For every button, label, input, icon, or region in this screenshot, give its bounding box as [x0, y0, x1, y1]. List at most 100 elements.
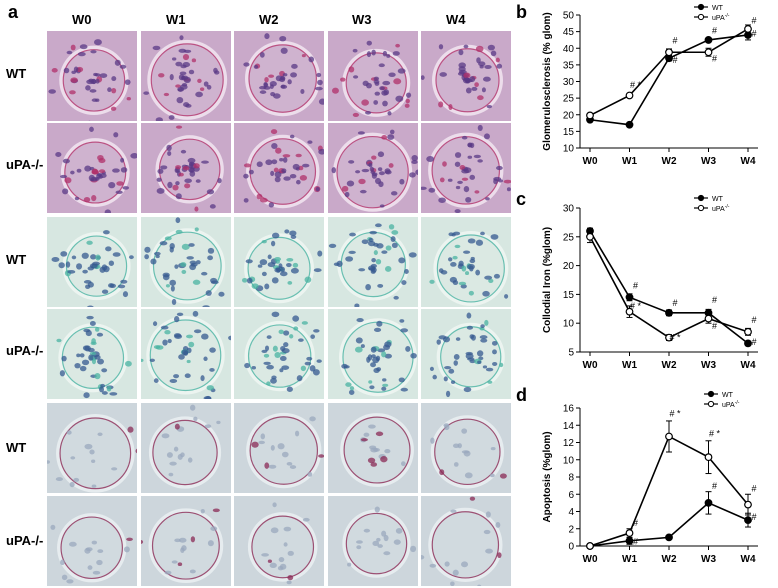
tissue-image [47, 309, 137, 399]
series-line-wt [589, 230, 749, 344]
data-point-wt [744, 516, 752, 525]
micrograph-tile-pas-wt-w0 [46, 30, 138, 122]
tissue-image [141, 309, 231, 399]
x-tick-label: W0 [583, 360, 598, 371]
micrograph-tile-pas-wt-w4 [420, 30, 512, 122]
significance-marker: # [672, 35, 677, 45]
micrograph-tile-pas-upa-w4 [420, 122, 512, 214]
row-label-wt-iron: WT [6, 252, 27, 267]
legend-marker [707, 400, 715, 408]
y-tick-label: 35 [563, 60, 575, 71]
row-label-upa-pas: uPA-/- [6, 157, 44, 172]
micrograph-tile-apop-wt-w4 [420, 402, 512, 494]
significance-marker: # [712, 295, 717, 305]
x-tick-label: W3 [701, 554, 716, 565]
micrograph-tile-pas-upa-w0 [46, 122, 138, 214]
y-axis-label: Glomerulosclerosis (% glom) [542, 12, 553, 150]
significance-marker: # [672, 298, 677, 308]
y-axis-label: Apoptosis (%glom) [542, 431, 553, 522]
data-point-upa [744, 500, 752, 509]
y-tick-label: 25 [563, 232, 575, 243]
tissue-image [421, 496, 511, 586]
x-tick-label: W4 [741, 156, 756, 167]
significance-marker: # [712, 321, 717, 331]
legend-label: uPA-/- [722, 400, 740, 409]
panel-d-letter: d [516, 385, 527, 405]
legend-label: uPA-/- [712, 204, 730, 213]
data-point-upa [625, 91, 634, 100]
panel-c-letter: c [516, 189, 527, 209]
tissue-image [234, 309, 324, 399]
data-point-wt [625, 120, 634, 129]
micrograph-tile-apop-wt-w2 [233, 402, 325, 494]
y-tick-label: 30 [563, 204, 575, 215]
tissue-image [141, 31, 231, 121]
y-tick-label: 12 [563, 438, 575, 449]
x-tick-label: W1 [622, 360, 637, 371]
y-tick-label: 8 [568, 473, 574, 484]
legend-label: WT [722, 392, 734, 399]
data-point-upa [625, 307, 634, 316]
significance-marker: # [751, 315, 756, 325]
data-point-upa [704, 314, 713, 323]
legend-marker [707, 390, 715, 398]
y-axis-label: Collodial Iron (%glom) [542, 227, 553, 333]
tissue-image [47, 403, 137, 493]
tissue-image [421, 217, 511, 307]
tissue-image [234, 31, 324, 121]
y-tick-label: 15 [563, 127, 575, 138]
data-point-wt [665, 308, 673, 317]
micrograph-tile-apop-wt-w0 [46, 402, 138, 494]
legend-label: uPA-/- [712, 13, 730, 22]
data-point-upa [744, 25, 752, 33]
legend-label: WT [712, 196, 724, 203]
y-tick-label: 0 [568, 542, 574, 553]
data-point-upa [665, 48, 673, 57]
y-tick-label: 6 [568, 490, 574, 501]
tissue-image [234, 496, 324, 586]
column-label-w4: W4 [446, 12, 466, 27]
y-tick-label: 5 [568, 348, 574, 359]
micrograph-tile-apop-upa-w0 [46, 495, 138, 587]
y-tick-label: 10 [563, 455, 575, 466]
micrograph-tile-apop-wt-w1 [140, 402, 232, 494]
y-tick-label: 10 [563, 144, 575, 155]
micrograph-tile-iron-wt-w0 [46, 216, 138, 308]
y-tick-label: 25 [563, 94, 575, 105]
x-tick-label: W3 [701, 360, 716, 371]
legend-marker [697, 13, 705, 21]
micrograph-tile-iron-upa-w0 [46, 308, 138, 400]
micrograph-tile-pas-wt-w3 [327, 30, 419, 122]
tissue-image [141, 496, 231, 586]
x-tick-label: W1 [622, 156, 637, 167]
panel-b-letter: b [516, 2, 527, 22]
significance-marker: # * [669, 332, 681, 342]
data-point-upa [625, 529, 634, 537]
tissue-image [421, 123, 511, 213]
data-point-upa [704, 453, 713, 462]
tissue-image [47, 123, 137, 213]
y-tick-label: 20 [563, 261, 575, 272]
significance-marker: # * [669, 409, 681, 419]
significance-marker: # [751, 337, 756, 347]
x-tick-label: W2 [662, 156, 677, 167]
significance-marker: # [633, 518, 638, 528]
micrograph-tile-pas-wt-w2 [233, 30, 325, 122]
row-label-wt-apoptosis: WT [6, 440, 27, 455]
significance-marker: # * [630, 301, 642, 311]
micrograph-tile-pas-upa-w1 [140, 122, 232, 214]
column-label-w1: W1 [166, 12, 186, 27]
significance-marker: # [712, 25, 717, 35]
significance-marker: # [633, 536, 638, 546]
significance-marker: # [712, 54, 717, 64]
x-tick-label: W4 [741, 554, 756, 565]
colloidal-iron-chart: 5 10 15 20 25 30 W0 W1 W2 W3 W4 Collodial Iron (%gl… [542, 194, 758, 371]
tissue-image [328, 496, 418, 586]
significance-marker: # [712, 481, 717, 491]
tissue-image [141, 217, 231, 307]
tissue-image [328, 309, 418, 399]
micrograph-tile-pas-upa-w2 [233, 122, 325, 214]
data-point-upa [744, 327, 752, 336]
significance-marker: # [751, 29, 756, 39]
micrograph-tile-iron-upa-w1 [140, 308, 232, 400]
